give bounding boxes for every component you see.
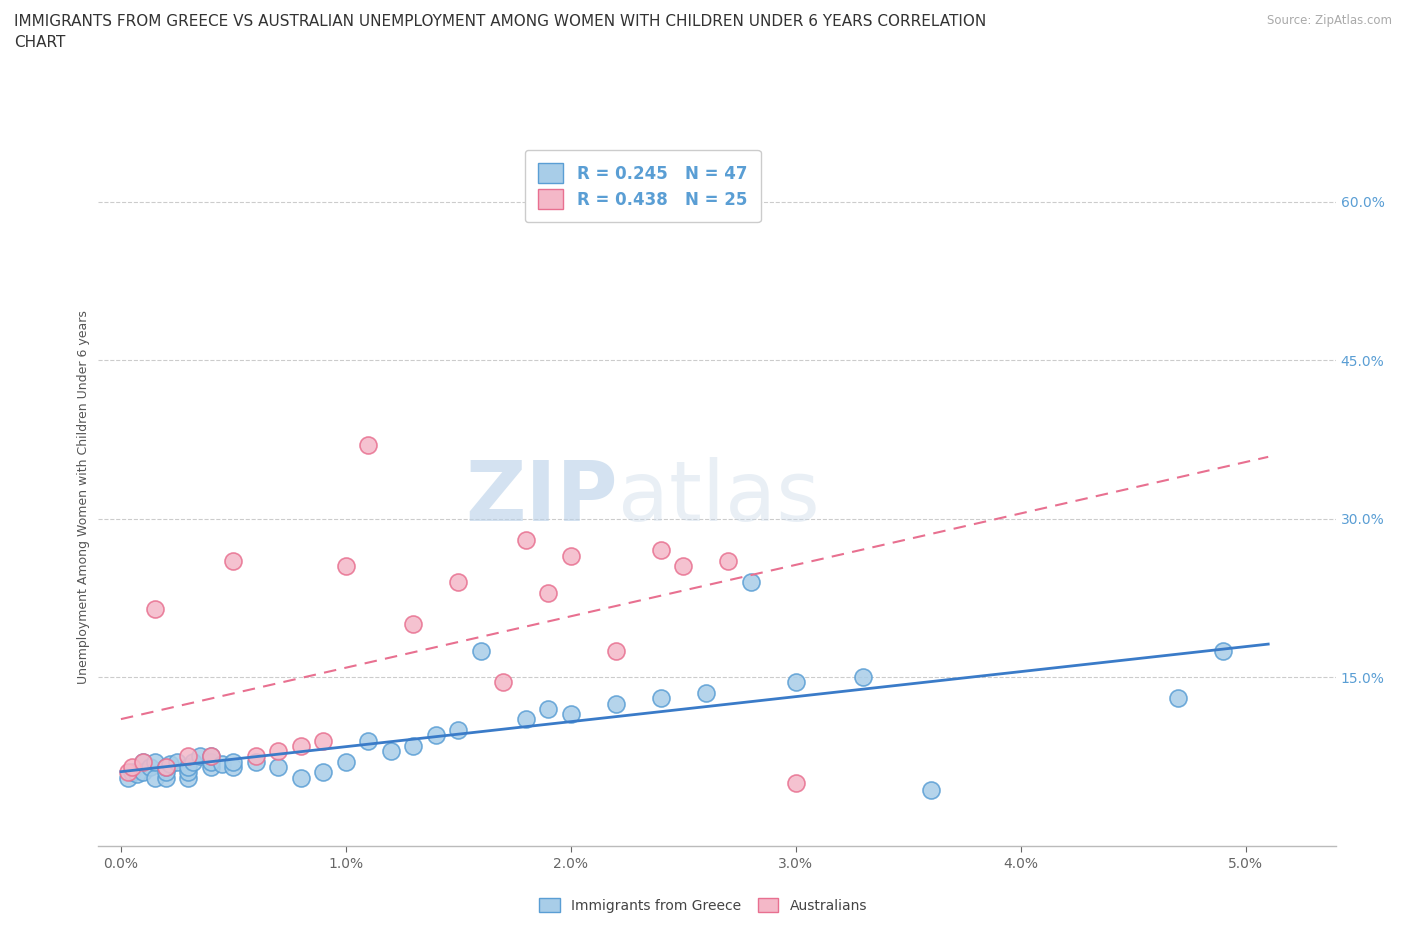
Text: ZIP: ZIP xyxy=(465,457,619,538)
Point xyxy=(143,770,166,785)
Point xyxy=(117,764,139,779)
Point xyxy=(672,559,695,574)
Point xyxy=(1212,644,1234,658)
Point xyxy=(357,437,380,452)
Point xyxy=(785,776,807,790)
Point xyxy=(200,754,222,769)
Point xyxy=(537,585,560,600)
Point xyxy=(312,764,335,779)
Point xyxy=(515,712,537,727)
Point xyxy=(117,770,139,785)
Point xyxy=(492,675,515,690)
Point xyxy=(222,553,245,568)
Point xyxy=(211,756,233,771)
Text: CHART: CHART xyxy=(14,35,66,50)
Y-axis label: Unemployment Among Women with Children Under 6 years: Unemployment Among Women with Children U… xyxy=(77,311,90,684)
Point xyxy=(222,760,245,775)
Point xyxy=(121,760,143,775)
Point xyxy=(290,770,312,785)
Text: atlas: atlas xyxy=(619,457,820,538)
Point xyxy=(447,575,470,590)
Point xyxy=(181,754,204,769)
Point xyxy=(155,764,177,779)
Point xyxy=(132,754,155,769)
Point xyxy=(920,783,942,798)
Point xyxy=(267,744,290,759)
Point xyxy=(785,675,807,690)
Point xyxy=(132,764,155,779)
Point xyxy=(560,549,582,564)
Point xyxy=(132,754,155,769)
Point xyxy=(537,701,560,716)
Point xyxy=(650,691,672,706)
Point xyxy=(335,754,357,769)
Point xyxy=(717,553,740,568)
Point xyxy=(143,601,166,616)
Point xyxy=(245,749,267,764)
Point xyxy=(166,754,188,769)
Point xyxy=(155,760,177,775)
Point xyxy=(515,532,537,547)
Text: Source: ZipAtlas.com: Source: ZipAtlas.com xyxy=(1267,14,1392,27)
Point xyxy=(177,764,200,779)
Point xyxy=(155,770,177,785)
Point xyxy=(177,770,200,785)
Point xyxy=(222,754,245,769)
Point xyxy=(188,749,211,764)
Point xyxy=(447,723,470,737)
Point xyxy=(470,644,492,658)
Point xyxy=(357,733,380,748)
Point xyxy=(380,744,402,759)
Legend: Immigrants from Greece, Australians: Immigrants from Greece, Australians xyxy=(533,893,873,919)
Point xyxy=(1167,691,1189,706)
Point xyxy=(425,728,447,743)
Point xyxy=(177,749,200,764)
Point xyxy=(155,760,177,775)
Point xyxy=(695,685,717,700)
Point xyxy=(177,760,200,775)
Point xyxy=(267,760,290,775)
Point xyxy=(200,760,222,775)
Point xyxy=(402,738,425,753)
Point xyxy=(402,617,425,631)
Text: IMMIGRANTS FROM GREECE VS AUSTRALIAN UNEMPLOYMENT AMONG WOMEN WITH CHILDREN UNDE: IMMIGRANTS FROM GREECE VS AUSTRALIAN UNE… xyxy=(14,14,987,29)
Point xyxy=(290,738,312,753)
Point xyxy=(121,764,143,779)
Point xyxy=(143,754,166,769)
Point xyxy=(125,767,148,782)
Point xyxy=(335,559,357,574)
Point xyxy=(560,707,582,722)
Point xyxy=(605,644,627,658)
Point xyxy=(139,760,162,775)
Point xyxy=(200,749,222,764)
Point xyxy=(312,733,335,748)
Point xyxy=(200,749,222,764)
Legend: R = 0.245   N = 47, R = 0.438   N = 25: R = 0.245 N = 47, R = 0.438 N = 25 xyxy=(524,150,761,222)
Point xyxy=(245,754,267,769)
Point xyxy=(159,756,181,771)
Point xyxy=(740,575,762,590)
Point xyxy=(852,670,875,684)
Point xyxy=(650,543,672,558)
Point xyxy=(605,697,627,711)
